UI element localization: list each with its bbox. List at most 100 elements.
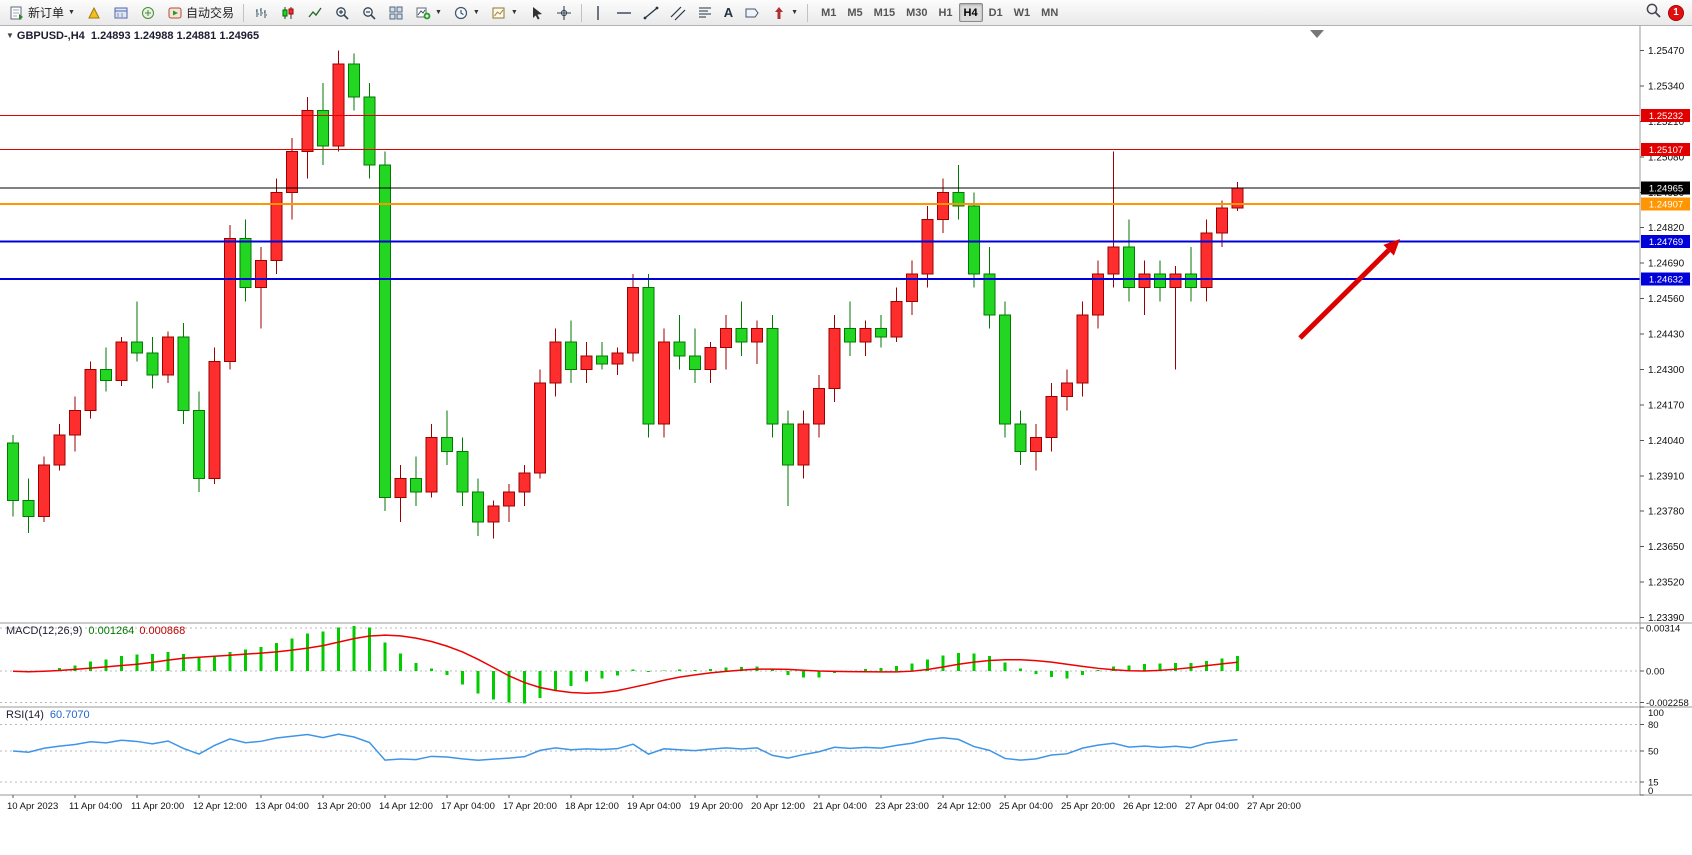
tile-windows-icon [388, 5, 404, 21]
zoom-out-button[interactable] [356, 2, 382, 23]
terminal-button[interactable] [135, 2, 161, 23]
channel-icon [670, 5, 686, 21]
bar-chart-icon [253, 5, 269, 21]
horizontal-line-tool[interactable] [611, 2, 637, 23]
crosshair-button[interactable] [551, 2, 577, 23]
navigator-button[interactable] [108, 2, 134, 23]
time-axis-label: 10 Apr 2023 [7, 801, 58, 812]
price-axis-label: 1.25340 [1648, 81, 1685, 92]
time-axis-label: 14 Apr 12:00 [379, 801, 433, 812]
macd-axis-label: 0.00 [1646, 667, 1665, 678]
time-axis-label: 20 Apr 12:00 [751, 801, 805, 812]
time-axis-label: 25 Apr 20:00 [1061, 801, 1115, 812]
price-axis-scale[interactable] [1640, 26, 1692, 795]
chart-canvas[interactable]: 1.254701.253401.252101.250801.249501.248… [0, 26, 1692, 855]
line-chart-button[interactable] [302, 2, 328, 23]
new-order-button[interactable]: 新订单 ▼ [4, 2, 80, 23]
cursor-icon [529, 5, 545, 21]
price-axis-label: 1.24560 [1648, 294, 1685, 305]
zoom-in-button[interactable] [329, 2, 355, 23]
time-axis-scale[interactable] [0, 795, 1640, 820]
trendline-tool[interactable] [638, 2, 664, 23]
text-tool[interactable]: A [719, 2, 738, 23]
svg-text:1.25232: 1.25232 [1649, 111, 1683, 122]
time-axis-label: 21 Apr 04:00 [813, 801, 867, 812]
price-axis-label: 1.23910 [1648, 471, 1685, 482]
timeframe-d1[interactable]: D1 [988, 7, 1003, 19]
main-toolbar: 新订单 ▼ 自动交易 [0, 0, 1692, 26]
timeframe-m30[interactable]: M30 [906, 7, 928, 19]
vertical-line-icon [591, 5, 605, 21]
macd-main-value: 0.001264 [88, 625, 135, 637]
toolbar-right-group: 1 [1645, 2, 1688, 24]
timeframe-m1[interactable]: M1 [821, 7, 837, 19]
arrows-tool[interactable]: ▼ [766, 2, 803, 23]
notifications-badge[interactable]: 1 [1668, 4, 1684, 21]
timeframe-m5[interactable]: M5 [847, 7, 863, 19]
autotrading-label: 自动交易 [185, 6, 234, 20]
bar-chart-button[interactable] [248, 2, 274, 23]
chevron-down-icon: ▼ [434, 9, 442, 16]
tile-windows-button[interactable] [383, 2, 409, 23]
timeframe-group: M1 M5 M15 M30 H1 H4 D1 W1 MN [816, 3, 1063, 22]
time-axis-label: 17 Apr 04:00 [441, 801, 495, 812]
rsi-line [12, 733, 1238, 762]
toolbar-separator [580, 3, 582, 22]
chart-info-line[interactable]: ▼ GBPUSD-,H4 1.24893 1.24988 1.24881 1.24… [6, 30, 259, 42]
search-icon[interactable] [1645, 2, 1662, 24]
time-axis-label: 13 Apr 20:00 [317, 801, 371, 812]
macd-label: MACD(12,26,9) [6, 625, 83, 637]
price-badge-1.24907: 1.24907 [1641, 197, 1690, 211]
rsi-axis-label: 80 [1648, 720, 1659, 731]
macd-histogram [27, 625, 1239, 704]
timeframe-h1[interactable]: H1 [938, 7, 953, 19]
price-axis-label: 1.25470 [1648, 46, 1685, 57]
time-axis-label: 11 Apr 04:00 [69, 801, 122, 812]
rsi-axis-label: 100 [1648, 708, 1664, 719]
chart-window: 1.254701.253401.252101.250801.249501.248… [0, 26, 1692, 855]
macd-axis-label: -0.002258 [1646, 698, 1689, 709]
cursor-button[interactable] [524, 2, 550, 23]
rsi-panel: 10080 50 150 [0, 706, 1664, 797]
label-tool[interactable] [739, 2, 765, 23]
vertical-line-tool[interactable] [586, 2, 610, 23]
time-axis-label: 19 Apr 04:00 [627, 801, 681, 812]
clock-icon [453, 5, 469, 21]
timeframe-mn[interactable]: MN [1041, 7, 1059, 19]
channel-tool[interactable] [665, 2, 691, 23]
price-axis-label: 1.24170 [1648, 400, 1685, 411]
price-axis-label: 1.25210 [1648, 117, 1685, 128]
chevron-down-icon: ▼ [510, 9, 518, 16]
zoom-out-icon [361, 5, 377, 21]
horizontal-line-icon [616, 5, 632, 21]
market-watch-button[interactable] [81, 2, 107, 23]
time-axis[interactable]: 10 Apr 2023 11 Apr 04:00 11 Apr 20:00 12 Ap… [7, 795, 1301, 812]
chart-shift-marker[interactable] [1310, 30, 1324, 38]
autotrading-button[interactable]: 自动交易 [162, 2, 239, 23]
toolbar-separator [242, 3, 244, 22]
periods-button[interactable]: ▼ [448, 2, 485, 23]
templates-button[interactable]: ▼ [486, 2, 523, 23]
rsi-info-line: RSI(14) 60.7070 [6, 709, 90, 721]
price-axis-label: 1.23650 [1648, 542, 1685, 553]
timeframe-m15[interactable]: M15 [873, 7, 896, 19]
fibonacci-icon [697, 5, 713, 21]
chevron-down-icon: ▼ [791, 9, 799, 16]
trend-arrow-annotation[interactable] [1298, 239, 1400, 340]
timeframe-w1[interactable]: W1 [1013, 7, 1031, 19]
new-order-icon [9, 5, 25, 21]
navigator-icon [113, 5, 129, 21]
chevron-down-icon: ▼ [472, 9, 480, 16]
price-axis-label: 1.24820 [1648, 223, 1685, 234]
rsi-value: 60.7070 [49, 709, 90, 721]
candlestick-chart-button[interactable] [275, 2, 301, 23]
collapse-triangle-icon[interactable]: ▼ [6, 31, 14, 40]
price-badge-1.25107: 1.25107 [1641, 142, 1690, 156]
candles-layer [7, 50, 1244, 539]
timeframe-h4[interactable]: H4 [958, 3, 983, 22]
fibonacci-tool[interactable] [692, 2, 718, 23]
price-axis-label: 1.24690 [1648, 259, 1685, 270]
indicators-button[interactable]: ▼ [410, 2, 447, 23]
price-axis-label: 1.23520 [1648, 578, 1685, 589]
